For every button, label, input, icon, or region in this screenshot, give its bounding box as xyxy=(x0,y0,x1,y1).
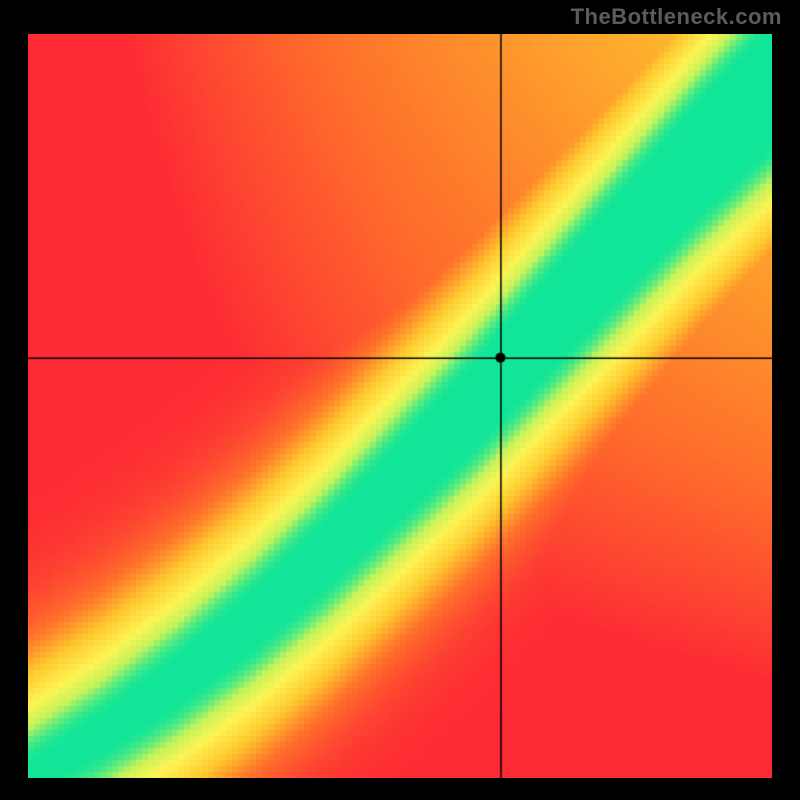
watermark-text: TheBottleneck.com xyxy=(571,4,782,30)
bottleneck-heatmap xyxy=(28,34,772,778)
chart-container: TheBottleneck.com xyxy=(0,0,800,800)
